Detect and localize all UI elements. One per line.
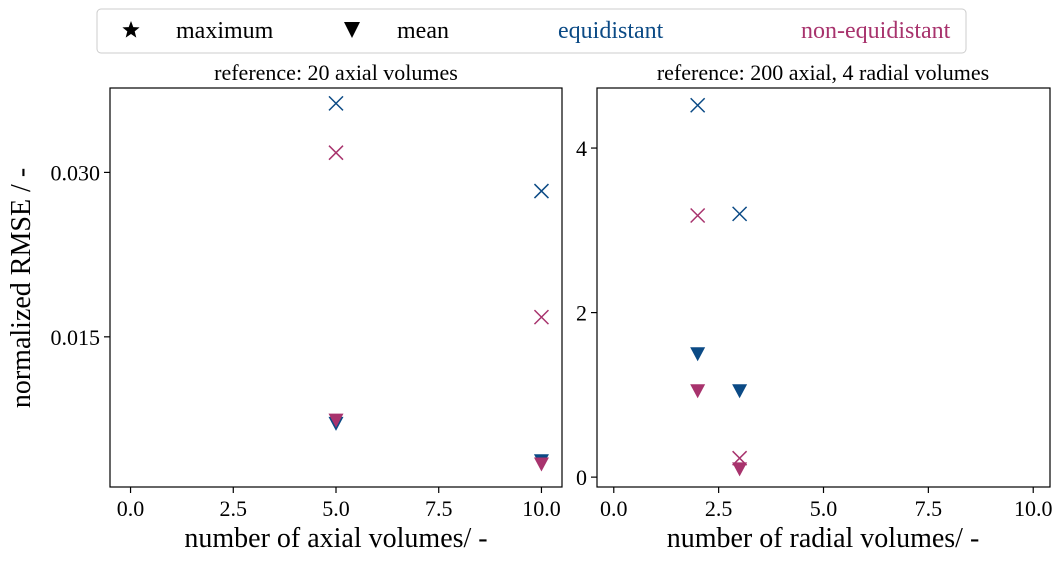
left-panel-x-tick-label: 5.0 (322, 496, 350, 521)
right-panel-ticks: 0.0 2.5 5.0 7.5 10.0 0 2 4 (576, 136, 1052, 521)
right-panel-x-tick-label: 10.0 (1014, 496, 1053, 521)
right-panel-frame (596, 87, 1051, 488)
right-panel-triangle-marker (732, 462, 748, 477)
star-icon (122, 21, 140, 38)
left-panel-x-tick-label: 2.5 (220, 496, 248, 521)
triangle-down-icon (344, 22, 360, 38)
right-panel-y-tick-label: 0 (576, 465, 587, 490)
left-panel-x-marker (328, 145, 344, 161)
left-panel-frame (109, 87, 563, 488)
right-panel-triangle-marker (690, 384, 706, 399)
right-panel-x-axis-label: number of radial volumes/ - (667, 523, 980, 554)
left-panel-triangle-marker (533, 457, 549, 472)
left-panel-y-tick-label: 0.030 (51, 160, 101, 185)
left-panel-x-marker (328, 95, 344, 111)
right-panel-x-tick-label: 2.5 (705, 496, 733, 521)
right-panel-x-tick-label: 5.0 (810, 496, 838, 521)
legend-label-non-equidistant: non-equidistant (801, 18, 951, 44)
left-panel-ticks: 0.0 2.5 5.0 7.5 10.0 0.015 0.030 (51, 160, 561, 521)
right-panel-y-tick-label: 4 (576, 136, 587, 161)
left-panel-y-tick-label: 0.015 (51, 325, 101, 350)
legend: maximum mean equidistant non-equidistant (96, 8, 967, 54)
left-panel-x-axis-label: number of axial volumes/ - (184, 523, 487, 554)
legend-box (96, 8, 967, 54)
legend-label-mean: mean (397, 18, 449, 44)
right-panel-title: reference: 200 axial, 4 radial volumes (657, 60, 989, 85)
left-panel-x-tick-label: 10.0 (522, 496, 561, 521)
y-axis-label: normalized RMSE / - (6, 168, 37, 408)
right-panel-marks (690, 97, 748, 477)
left-panel-marks (328, 95, 549, 472)
legend-label-equidistant: equidistant (558, 18, 664, 44)
left-panel-title: reference: 20 axial volumes (214, 60, 458, 85)
right-panel-triangle-marker (732, 384, 748, 399)
right-panel-triangle-marker (690, 347, 706, 362)
right-panel-x-tick-label: 0.0 (600, 496, 628, 521)
right-panel-x-marker (690, 207, 706, 224)
left-panel-x-marker (533, 309, 549, 325)
left-panel: reference: 20 axial volumes number of ax… (51, 60, 563, 554)
right-panel-x-marker (732, 206, 748, 222)
left-panel-x-tick-label: 0.0 (117, 496, 145, 521)
legend-label-maximum: maximum (176, 18, 274, 44)
right-panel-x-tick-label: 7.5 (915, 496, 943, 521)
left-panel-triangle-marker (328, 413, 344, 428)
left-panel-x-tick-label: 7.5 (425, 496, 453, 521)
right-panel-x-marker (690, 97, 706, 113)
right-panel-y-tick-label: 2 (576, 301, 587, 326)
left-panel-x-marker (533, 183, 549, 199)
right-panel: reference: 200 axial, 4 radial volumes n… (576, 60, 1052, 554)
